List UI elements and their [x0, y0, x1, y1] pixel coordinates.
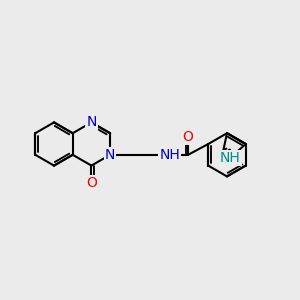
Text: NH: NH	[220, 151, 241, 165]
Text: N: N	[86, 116, 97, 129]
Text: O: O	[86, 176, 97, 190]
Text: O: O	[183, 130, 194, 144]
Text: N: N	[105, 148, 115, 162]
Text: NH: NH	[159, 148, 180, 162]
